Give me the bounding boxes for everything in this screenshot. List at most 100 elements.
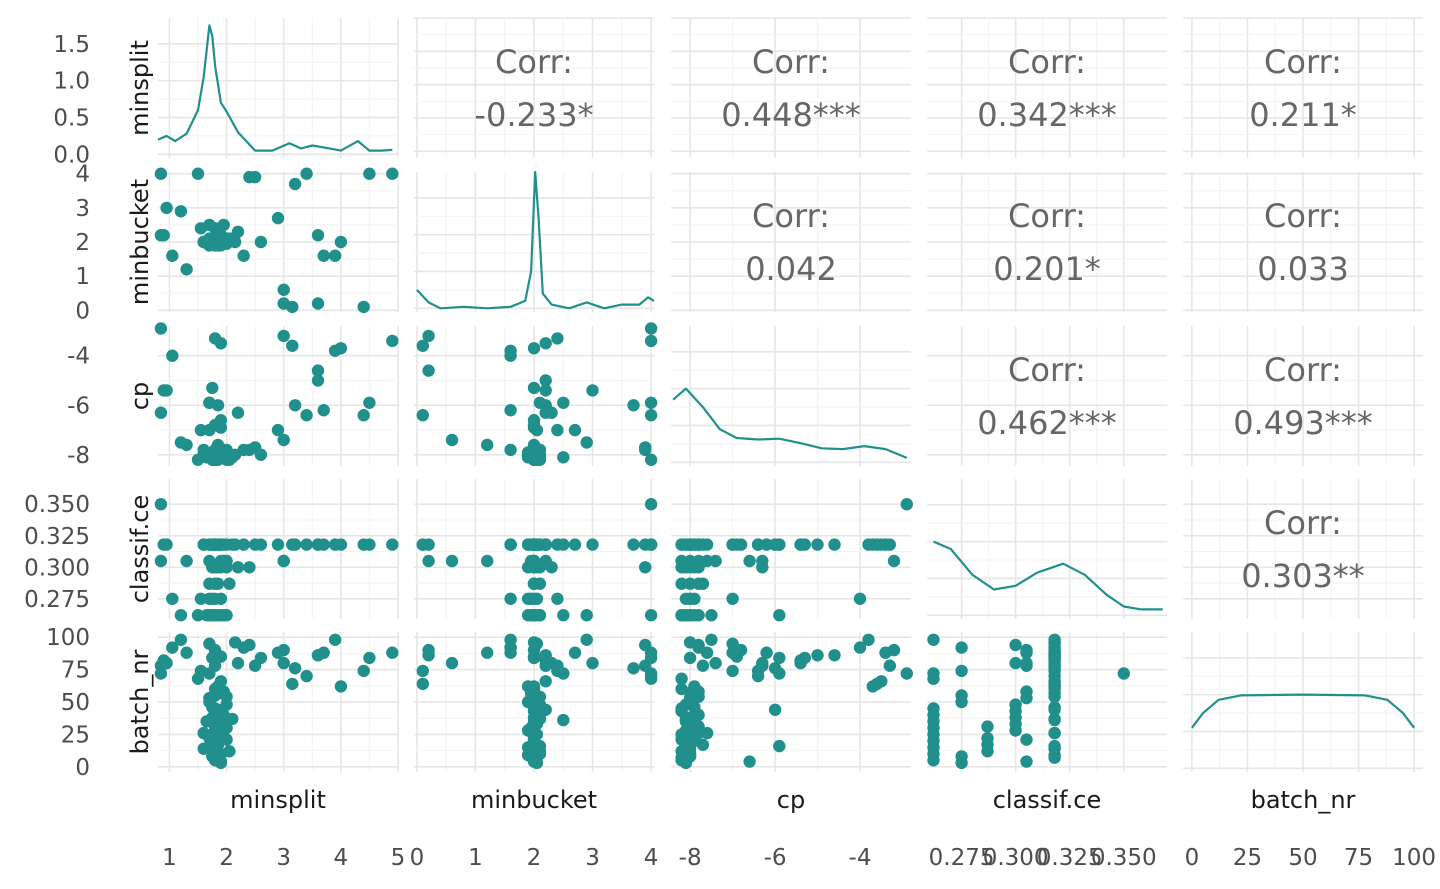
scatter-point: [539, 703, 552, 716]
scatter-point: [386, 646, 399, 659]
corr-label: Corr:: [1264, 197, 1342, 235]
scatter-point: [705, 609, 718, 622]
scatter-point: [726, 592, 739, 605]
panel-minsplit-minbucket: [414, 17, 654, 158]
scatter-point: [174, 205, 188, 218]
corr-label: Corr:: [1008, 197, 1086, 235]
scatter-point: [760, 646, 773, 659]
scatter-point: [154, 322, 168, 335]
scatter-point: [223, 745, 236, 758]
scatter-point: [688, 680, 701, 693]
scatter-point: [683, 748, 697, 762]
corr-value: 0.462***: [977, 404, 1117, 442]
x-tick-label: 1: [162, 845, 177, 871]
scatter-point: [334, 680, 348, 693]
scatter-point: [1048, 739, 1061, 753]
scatter-point: [422, 554, 435, 568]
scatter-point: [675, 577, 688, 590]
scatter-point: [197, 726, 210, 740]
scatter-point: [254, 651, 268, 665]
scatter-point: [539, 374, 552, 387]
scatter-point: [328, 249, 342, 262]
scatter-point: [955, 664, 968, 678]
scatter-point: [887, 643, 901, 657]
scatter-point: [644, 498, 658, 511]
scatter-point: [853, 592, 867, 605]
column-strip-label: classif.ce: [993, 786, 1102, 814]
panel-cp-batch_nr: [1183, 326, 1423, 466]
scatter-point: [586, 384, 599, 397]
panel-cp-classif.ce: [927, 326, 1167, 466]
scatter-point: [527, 755, 541, 768]
scatter-point: [700, 726, 714, 740]
scatter-point: [217, 218, 230, 232]
panel-cp-cp: [671, 326, 911, 466]
corr-value: 0.493***: [1233, 404, 1373, 442]
panel-minbucket-cp: [671, 172, 911, 312]
y-tick-label: 2: [75, 230, 90, 256]
scatter-point: [527, 342, 541, 355]
scatter-point: [416, 664, 429, 678]
scatter-point: [726, 538, 739, 551]
panel-minbucket-classif.ce: [927, 172, 1167, 312]
scatter-point: [760, 538, 773, 551]
scatter-point: [692, 609, 705, 622]
scatter-point: [692, 690, 705, 703]
column-strip-label: cp: [777, 786, 805, 814]
scatter-point: [254, 235, 268, 249]
scatter-point: [862, 633, 875, 646]
scatter-point: [527, 381, 541, 395]
scatter-point: [726, 664, 739, 678]
column-strip-label: minbucket: [471, 786, 597, 814]
scatter-point: [504, 344, 517, 357]
scatter-cp-vs-minsplit: [154, 322, 399, 466]
scatter-point: [743, 554, 756, 568]
scatter-point: [756, 656, 769, 670]
y-tick-label: 4: [75, 162, 90, 188]
y-tick-label: -4: [67, 344, 90, 370]
scatter-point: [927, 667, 940, 680]
panel-minsplit-batch_nr: [1183, 17, 1423, 158]
scatter-point: [254, 448, 268, 461]
scatter-point: [220, 733, 233, 746]
scatter-point: [220, 554, 233, 568]
scatter-point: [1048, 633, 1061, 646]
scatter-point: [927, 702, 940, 715]
y-tick-label: 100: [46, 625, 90, 651]
scatter-point: [311, 649, 325, 662]
scatter-point: [1020, 685, 1033, 698]
scatter-minbucket-vs-minsplit: [154, 167, 399, 314]
scatter-point: [557, 713, 570, 727]
scatter-point: [743, 755, 756, 768]
scatter-point: [1020, 755, 1033, 768]
scatter-point: [679, 713, 693, 727]
scatter-point: [286, 300, 299, 314]
scatter-point: [1009, 656, 1022, 670]
scatter-point: [811, 538, 824, 551]
scatter-point: [875, 675, 888, 688]
panel-minsplit-minsplit: [158, 18, 399, 158]
scatter-point: [798, 651, 811, 665]
scatter-point: [533, 396, 547, 409]
scatter-point: [231, 561, 245, 574]
scatter-point: [683, 538, 697, 551]
scatter-point: [688, 701, 701, 714]
scatter-point: [557, 451, 570, 464]
x-tick-label: 3: [276, 845, 291, 871]
row-strip-label: classif.ce: [126, 495, 154, 604]
y-tick-label: 0: [75, 755, 90, 781]
x-tick-label: 25: [1233, 845, 1262, 871]
density-curve-batch_nr: [1191, 693, 1415, 729]
scatter-point: [504, 443, 517, 457]
scatter-point: [675, 609, 688, 622]
x-tick-label: 0.300: [983, 845, 1049, 871]
scatter-point: [271, 423, 285, 437]
scatter-point: [798, 538, 811, 551]
scatter-point: [828, 538, 841, 551]
scatter-point: [386, 334, 399, 348]
scatter-point: [521, 538, 535, 551]
scatter-point: [243, 638, 256, 652]
scatter-point: [231, 406, 245, 419]
scatter-point: [416, 677, 429, 691]
scatter-point: [551, 332, 564, 345]
